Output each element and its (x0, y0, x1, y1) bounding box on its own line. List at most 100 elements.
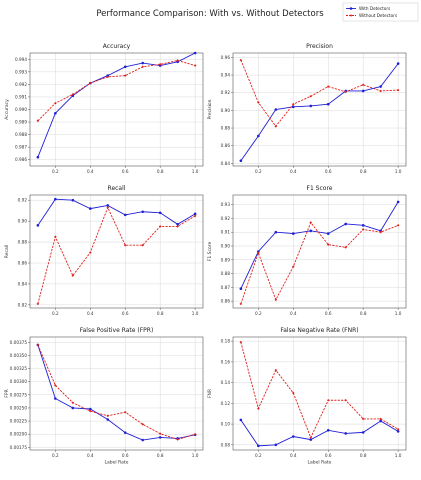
chart-1-frame (232, 52, 407, 167)
chart-2-point-without-detectors-5 (123, 243, 127, 247)
chart-4-xtick-label-1: 0.4 (87, 453, 94, 458)
chart-0-point-with-detectors-0 (36, 155, 40, 159)
chart-4-point-without-detectors-9 (193, 432, 197, 436)
chart-0-ytick-label-4: 0.990 (15, 107, 27, 112)
chart-4-point-without-detectors-7 (158, 432, 162, 436)
chart-2-ytick-label-1: 0.84 (18, 281, 28, 286)
chart-4-ylabel: FPR (4, 389, 10, 397)
legend: With Detectors Without Detectors (342, 2, 419, 22)
chart-1-xtick-label-4: 1.0 (395, 169, 402, 174)
chart-0-point-with-detectors-5 (123, 65, 127, 69)
chart-4-ytick-label-8: 0.00375 (10, 340, 28, 345)
chart-5-point-without-detectors-4 (309, 436, 313, 439)
chart-4-point-without-detectors-1 (54, 384, 57, 387)
chart-5-point-without-detectors-9 (396, 427, 400, 431)
chart-2-ytick-label-2: 0.86 (18, 261, 28, 266)
chart-1-ylabel: Precision (207, 99, 213, 119)
chart-3-point-with-detectors-7 (361, 224, 365, 227)
chart-1-point-with-detectors-1 (257, 134, 260, 138)
chart-4-ytick-label-7: 0.00350 (10, 353, 28, 358)
chart-3-point-with-detectors-6 (344, 222, 348, 226)
chart-1-xtick-label-0: 0.2 (255, 169, 262, 174)
chart-5-ytick-label-2: 0.12 (221, 401, 231, 406)
chart-4-point-without-detectors-5 (123, 410, 127, 414)
chart-1-point-without-detectors-4 (309, 94, 313, 98)
chart-3-ytick-label-7: 0.93 (221, 202, 231, 207)
chart-3-point-without-detectors-7 (361, 228, 365, 231)
chart-4-xtick-label-0: 0.2 (52, 453, 59, 458)
chart-1-series-without-detectors-line (240, 59, 399, 128)
chart-4-point-with-detectors-3 (88, 407, 92, 411)
chart-4-ytick-label-3: 0.00250 (10, 405, 28, 410)
chart-2-point-with-detectors-0 (36, 224, 40, 227)
chart-3-point-without-detectors-6 (344, 246, 348, 249)
figure-title: Performance Comparison: With vs. Without… (96, 9, 324, 19)
chart-5-point-with-detectors-3 (291, 435, 295, 438)
chart-5-xtick-label-2: 0.6 (325, 453, 332, 458)
chart-0-point-without-detectors-7 (158, 63, 162, 66)
chart-4-ytick-label-0: 0.00175 (10, 445, 28, 450)
chart-2-point-without-detectors-0 (36, 302, 40, 306)
chart-0-title: Accuracy (103, 43, 131, 50)
chart-1-point-with-detectors-5 (326, 102, 330, 106)
chart-3-point-without-detectors-0 (239, 302, 243, 306)
chart-5-point-without-detectors-7 (361, 417, 365, 421)
chart-3-point-with-detectors-8 (379, 229, 382, 233)
chart-5-point-with-detectors-5 (326, 429, 330, 432)
chart-3-point-without-detectors-2 (274, 298, 278, 302)
chart-2-point-with-detectors-2 (71, 198, 75, 202)
chart-1-ytick-label-4: 0.92 (221, 90, 231, 95)
chart-3-point-with-detectors-5 (326, 232, 330, 235)
chart-3-point-with-detectors-1 (257, 250, 260, 253)
chart-3-ytick-label-1: 0.87 (221, 285, 231, 290)
chart-1-ytick-label-5: 0.94 (221, 73, 231, 78)
chart-2-ytick-label-5: 0.92 (18, 198, 28, 203)
chart-1-point-without-detectors-1 (257, 101, 260, 104)
chart-2-point-with-detectors-5 (123, 213, 127, 217)
chart-2-point-without-detectors-7 (158, 225, 162, 228)
chart-0-ytick-label-3: 0.989 (15, 120, 27, 125)
chart-4-xtick-label-2: 0.6 (122, 453, 129, 458)
chart-3-point-without-detectors-5 (326, 243, 330, 246)
chart-3-ytick-label-6: 0.92 (221, 216, 231, 221)
chart-1-xtick-label-2: 0.6 (325, 169, 332, 174)
chart-4-series-with-detectors-line (37, 344, 196, 441)
chart-0-ytick-label-5: 0.991 (15, 94, 27, 99)
chart-4-ytick-label-1: 0.00200 (10, 432, 28, 437)
chart-4-point-without-detectors-2 (71, 401, 75, 404)
chart-0-point-with-detectors-1 (54, 111, 57, 115)
chart-0-ytick-label-7: 0.993 (15, 69, 27, 74)
chart-1-point-without-detectors-5 (326, 85, 330, 88)
chart-3-point-with-detectors-0 (239, 287, 243, 291)
chart-0-xtick-label-2: 0.6 (122, 169, 129, 174)
chart-2-point-without-detectors-3 (88, 251, 92, 254)
chart-2-point-with-detectors-6 (141, 210, 145, 214)
chart-3-point-without-detectors-8 (379, 230, 382, 234)
chart-2-point-without-detectors-9 (193, 214, 197, 218)
chart-4-xtick-label-4: 1.0 (192, 453, 199, 458)
chart-1-series-with-detectors-line (240, 63, 399, 161)
chart-1-point-without-detectors-6 (344, 90, 348, 94)
chart-4-point-with-detectors-2 (71, 406, 75, 410)
chart-3-point-with-detectors-3 (291, 232, 295, 235)
chart-3-series-without-detectors-line (240, 221, 399, 305)
chart-4-ytick-label-6: 0.00325 (10, 366, 28, 371)
chart-5-point-with-detectors-7 (361, 431, 365, 434)
chart-0-ytick-label-1: 0.987 (15, 145, 27, 150)
chart-4-point-without-detectors-6 (141, 422, 145, 426)
chart-5-point-without-detectors-0 (239, 340, 243, 344)
chart-2-point-without-detectors-4 (106, 206, 110, 209)
chart-5-frame (232, 336, 407, 451)
chart-4-series-without-detectors-line (37, 344, 196, 440)
chart-0-xtick-label-3: 0.8 (157, 169, 164, 174)
chart-5-ytick-label-3: 0.14 (221, 380, 231, 385)
chart-5-xtick-label-0: 0.2 (255, 453, 262, 458)
chart-2-point-with-detectors-4 (106, 204, 110, 207)
chart-3-series-with-detectors-line (240, 201, 399, 289)
chart-2-point-with-detectors-1 (54, 197, 57, 201)
chart-1-point-with-detectors-8 (379, 85, 382, 88)
chart-1-point-without-detectors-2 (274, 124, 278, 128)
chart-1-ytick-label-3: 0.90 (221, 108, 231, 113)
chart-5-xtick-label-3: 0.8 (360, 453, 367, 458)
chart-2-xtick-label-1: 0.4 (87, 311, 94, 316)
